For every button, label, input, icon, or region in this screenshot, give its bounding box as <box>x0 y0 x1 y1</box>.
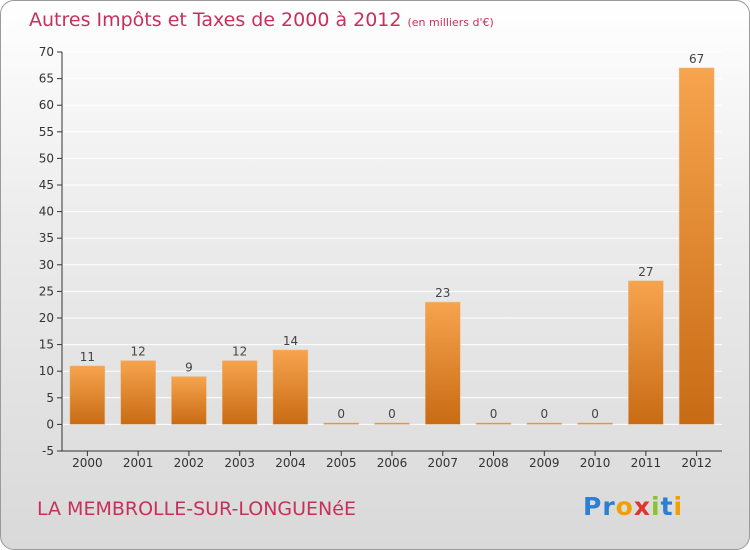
value-label-2012: 67 <box>689 52 704 66</box>
value-label-2006: 0 <box>388 407 396 421</box>
bar-2002 <box>171 376 207 425</box>
value-label-2008: 0 <box>490 407 498 421</box>
x-tick-label-2000: 2000 <box>72 456 103 470</box>
y-tick-label: 25 <box>39 284 54 298</box>
x-tick-label-2001: 2001 <box>123 456 154 470</box>
x-tick-label-2002: 2002 <box>174 456 205 470</box>
bar-2012 <box>678 67 715 425</box>
y-tick-label: 5 <box>46 391 54 405</box>
y-tick-label: 45 <box>39 178 54 192</box>
logo-letter: i <box>651 492 661 521</box>
logo-letter: o <box>615 492 634 521</box>
value-label-2002: 9 <box>185 361 193 375</box>
value-label-2011: 27 <box>638 265 653 279</box>
bar-2010 <box>577 422 613 425</box>
value-label-2000: 11 <box>80 350 95 364</box>
value-label-2001: 12 <box>131 345 146 359</box>
commune-name: LA MEMBROLLE-SUR-LONGUENéE <box>37 498 356 520</box>
bar-2004 <box>272 349 309 425</box>
bar-2007 <box>425 301 461 425</box>
proxiti-logo: Proxiti <box>583 492 683 521</box>
bar-2009 <box>526 422 563 425</box>
value-label-2004: 14 <box>283 334 298 348</box>
chart-title: Autres Impôts et Taxes de 2000 à 2012 (en… <box>29 9 494 31</box>
bar-2000 <box>69 365 106 425</box>
x-tick-label-2006: 2006 <box>377 456 408 470</box>
bar-2001 <box>120 360 156 425</box>
chart-subtitle: (en milliers d'€) <box>407 16 494 29</box>
value-label-2005: 0 <box>337 407 345 421</box>
y-tick-label: 35 <box>39 231 54 245</box>
x-tick-label-2012: 2012 <box>681 456 712 470</box>
x-tick-label-2009: 2009 <box>529 456 560 470</box>
bar-2003 <box>221 360 258 425</box>
x-tick-label-2004: 2004 <box>275 456 306 470</box>
bar-2011 <box>628 280 664 425</box>
logo-letter: r <box>602 492 616 521</box>
x-tick-label-2003: 2003 <box>224 456 255 470</box>
x-tick-label-2010: 2010 <box>580 456 611 470</box>
bar-2008 <box>475 422 512 425</box>
value-label-2009: 0 <box>540 407 548 421</box>
y-tick-label: 15 <box>39 338 54 352</box>
y-tick-label: 40 <box>39 205 54 219</box>
bar-2006 <box>374 422 410 425</box>
y-tick-label: 65 <box>39 72 54 86</box>
y-tick-label: -5 <box>42 444 54 458</box>
y-tick-label: 55 <box>39 125 54 139</box>
logo-letter: t <box>660 492 674 521</box>
value-label-2010: 0 <box>591 407 599 421</box>
bar-2005 <box>323 422 359 425</box>
logo-letter: P <box>583 492 603 521</box>
y-tick-label: 20 <box>39 311 54 325</box>
y-tick-label: 60 <box>39 98 54 112</box>
x-tick-label-2008: 2008 <box>478 456 509 470</box>
y-tick-label: 0 <box>46 417 54 431</box>
y-tick-label: 50 <box>39 151 54 165</box>
y-tick-label: 70 <box>39 45 54 59</box>
x-tick-label-2007: 2007 <box>427 456 458 470</box>
logo-letter: i <box>673 492 684 521</box>
value-label-2003: 12 <box>232 345 247 359</box>
y-tick-label: 10 <box>39 364 54 378</box>
x-tick-label-2005: 2005 <box>326 456 357 470</box>
x-tick-label-2011: 2011 <box>631 456 662 470</box>
value-label-2007: 23 <box>435 286 450 300</box>
logo-letter: x <box>633 492 651 521</box>
y-tick-label: 30 <box>39 258 54 272</box>
